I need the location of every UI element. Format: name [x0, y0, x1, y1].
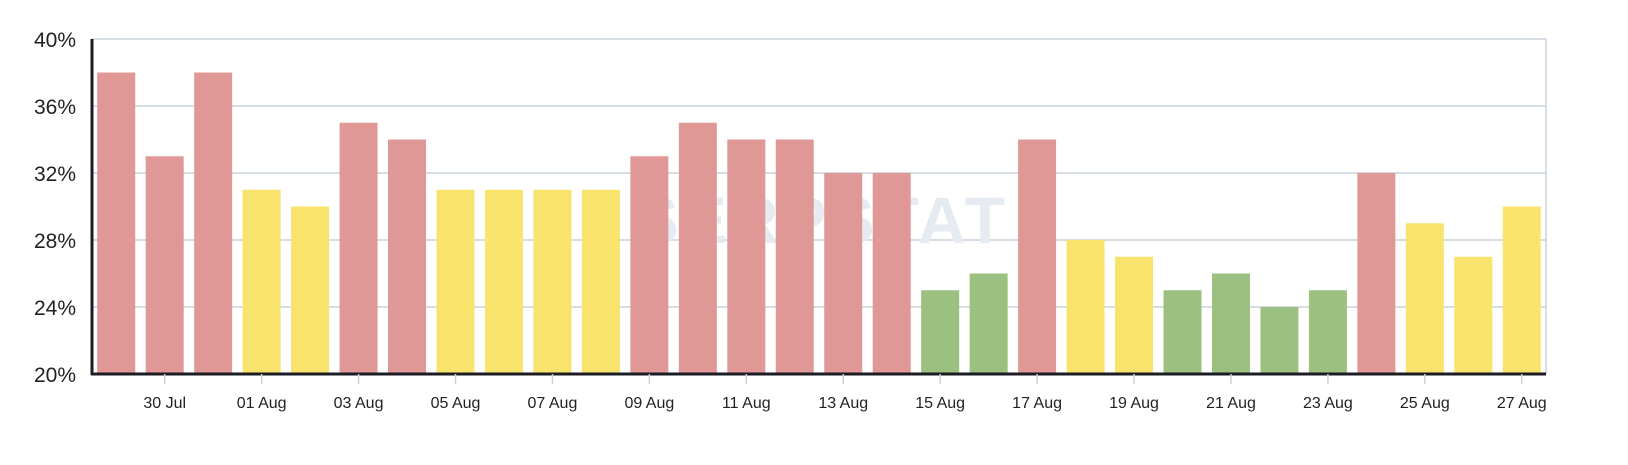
x-tick-label: 11 Aug	[722, 395, 771, 412]
y-tick-label: 40%	[34, 29, 76, 52]
bar-05-aug	[436, 189, 475, 374]
bars-layer	[97, 72, 1541, 374]
bar-13-aug	[824, 173, 863, 374]
y-tick-label: 24%	[34, 297, 76, 320]
y-tick-label: 28%	[34, 230, 76, 253]
y-tick-label: 36%	[34, 96, 76, 119]
bar-12-aug	[775, 139, 814, 374]
bar-31-jul	[194, 72, 233, 374]
x-tick-label: 23 Aug	[1303, 395, 1353, 412]
x-tick-label: 17 Aug	[1012, 395, 1062, 412]
bar-19-aug	[1115, 256, 1154, 374]
bar-02-aug	[291, 206, 330, 374]
bar-20-aug	[1163, 290, 1202, 374]
y-tick-label: 32%	[34, 163, 76, 186]
bar-24-aug	[1357, 173, 1396, 374]
bar-10-aug	[678, 122, 717, 374]
grid-layer	[92, 38, 1547, 374]
bar-06-aug	[484, 189, 523, 374]
bar-09-aug	[630, 156, 669, 374]
bar-16-aug	[969, 273, 1008, 374]
x-tick-label: 19 Aug	[1109, 395, 1159, 412]
axes-layer	[90, 39, 1546, 384]
x-tick-label: 09 Aug	[624, 395, 674, 412]
bar-18-aug	[1066, 240, 1105, 374]
bar-04-aug	[388, 139, 427, 374]
x-tick-label: 30 Jul	[143, 395, 186, 412]
x-tick-label: 25 Aug	[1400, 395, 1450, 412]
bar-07-aug	[533, 189, 572, 374]
y-tick-label: 20%	[34, 364, 76, 387]
bar-23-aug	[1308, 290, 1347, 374]
bar-27-aug	[1502, 206, 1541, 374]
y-tick-labels: 20% 24% 28% 32% 36% 40%	[34, 29, 76, 387]
x-tick-label: 07 Aug	[528, 395, 578, 412]
bar-21-aug	[1211, 273, 1250, 374]
bar-25-aug	[1405, 223, 1444, 374]
bar-11-aug	[727, 139, 766, 374]
bar-17-aug	[1018, 139, 1057, 374]
bar-29-jul	[97, 72, 136, 374]
x-tick-label: 05 Aug	[431, 395, 481, 412]
x-tick-label: 01 Aug	[237, 395, 287, 412]
bar-26-aug	[1454, 256, 1493, 374]
bar-14-aug	[872, 173, 911, 374]
bar-30-jul	[145, 156, 184, 374]
bar-22-aug	[1260, 307, 1299, 374]
bar-03-aug	[339, 122, 378, 374]
x-tick-labels: 30 Jul 01 Aug 03 Aug 05 Aug 07 Aug 09 Aug 11 A…	[143, 395, 1546, 412]
bar-08-aug	[581, 189, 620, 374]
x-tick-label: 21 Aug	[1206, 395, 1256, 412]
x-tick-label: 15 Aug	[915, 395, 965, 412]
x-tick-label: 27 Aug	[1497, 395, 1547, 412]
bar-01-aug	[242, 189, 281, 374]
bar-15-aug	[921, 290, 960, 374]
x-tick-label: 13 Aug	[818, 395, 868, 412]
x-tick-label: 03 Aug	[334, 395, 384, 412]
